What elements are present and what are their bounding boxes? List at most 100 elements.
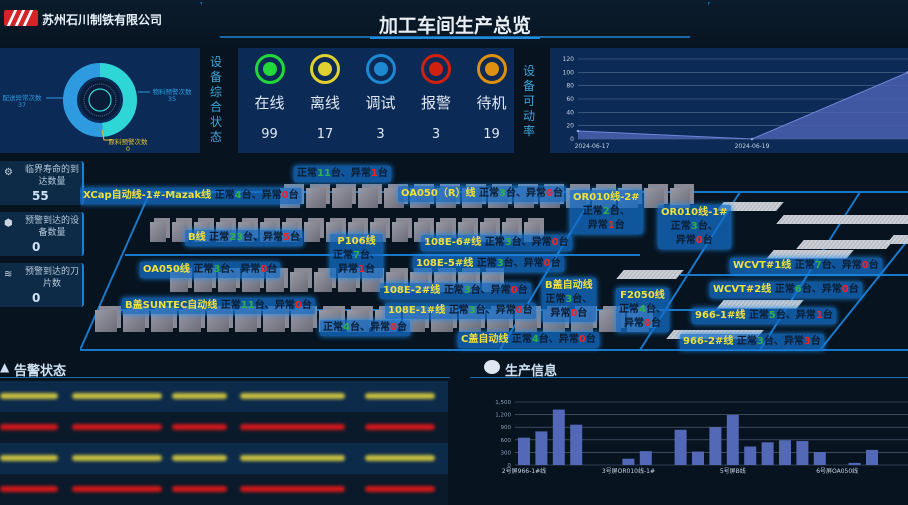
- line-status-tag[interactable]: 108E-6#线 正常3台、异常0台: [421, 235, 572, 251]
- y-tick-label: 1,200: [495, 413, 511, 419]
- line-status-tag[interactable]: F2050线 正常4台、 异常0台: [616, 288, 669, 332]
- kpi-card: ≋ 预警到达的刀片数 0: [0, 263, 84, 307]
- bar[interactable]: [622, 458, 635, 465]
- line-status-tag[interactable]: B线 正常23台、异常5台: [185, 230, 303, 246]
- status-dot: [373, 62, 388, 76]
- alarm-row[interactable]: [0, 443, 448, 474]
- alarm-row[interactable]: [0, 412, 448, 443]
- status-indicator-icon: [254, 54, 285, 84]
- line-status-tag[interactable]: 108E-2#线 正常3台、异常0台: [380, 283, 531, 299]
- bar[interactable]: [796, 441, 809, 465]
- line-name: B线: [188, 232, 206, 243]
- donut-panel: 配送异常次数 37 物料预警次数 35 原料预警次数 0: [0, 48, 200, 153]
- normal-word: 正常: [619, 304, 639, 315]
- bar[interactable]: [709, 427, 722, 465]
- status-0[interactable]: 在线 99: [242, 54, 297, 142]
- line-status-tag[interactable]: WCVT#2线 正常6台、异常0台: [710, 282, 862, 298]
- unit-word: 台: [868, 260, 879, 271]
- production-title: 生产信息: [505, 364, 558, 379]
- abnormal-count: 5: [283, 232, 290, 243]
- bar[interactable]: [726, 415, 739, 465]
- y-tick-label: 1,500: [495, 400, 511, 406]
- line-status-tag[interactable]: OR010线-1# 正常3台、 异常0台: [658, 205, 731, 249]
- bar[interactable]: [552, 409, 565, 465]
- line-status-tag[interactable]: C盖自动线 正常4台、异常0台: [458, 332, 599, 348]
- machine-block: [150, 222, 166, 242]
- alarm-field: [365, 455, 435, 461]
- machine-block: [599, 310, 621, 332]
- line-status-tag[interactable]: 正常4台、异常0台: [320, 320, 410, 336]
- line-name: F2050线: [620, 290, 665, 301]
- line-status-tag[interactable]: B盖SUNTEC自动线 正常11台、异常0台: [122, 298, 315, 314]
- machine-block: [291, 310, 313, 332]
- normal-word: 正常: [774, 284, 795, 295]
- line-name: 108E-1#线: [388, 305, 446, 316]
- availability-section-label: 设备可动率: [522, 64, 535, 138]
- normal-word: 正常: [448, 305, 469, 316]
- status-2[interactable]: 调试 3: [353, 54, 408, 142]
- abnormal-count: 0: [695, 235, 703, 246]
- alarm-field: [172, 455, 227, 461]
- bar[interactable]: [779, 440, 791, 465]
- normal-count: 3: [213, 264, 221, 275]
- line-status-tag[interactable]: XCap自动线-1#-Mazak线 正常4台、异常0台: [80, 188, 302, 204]
- abnormal-word: 台、异常: [503, 258, 544, 269]
- donut-label: 物料预警次数: [153, 87, 193, 96]
- abnormal-count: 0: [294, 300, 302, 311]
- line-status-tag[interactable]: 966-2#线 正常3台、异常3台: [680, 334, 824, 350]
- abnormal-word: 台、异常: [470, 285, 511, 296]
- machine-block: [392, 222, 408, 242]
- alarm-row[interactable]: [0, 474, 448, 505]
- line-status-tag[interactable]: 108E-5#线 正常3台、异常0台: [413, 256, 564, 272]
- bar[interactable]: [639, 451, 652, 465]
- normal-count: 3: [468, 305, 476, 316]
- line-status-tag[interactable]: OA050线 正常3台、异常0台: [140, 262, 281, 278]
- abnormal-count: 1: [607, 220, 615, 231]
- line-status-tag[interactable]: OR010线-2# 正常2台、 异常1台: [570, 190, 643, 234]
- bar[interactable]: [744, 446, 757, 465]
- line-status-tag[interactable]: 966-1#线 正常5台、异常1台: [692, 308, 836, 324]
- status-value: 19: [483, 127, 500, 142]
- line-status-tag[interactable]: B盖自动线 正常3台、 异常0台: [542, 278, 596, 322]
- bar[interactable]: [692, 451, 704, 465]
- status-4[interactable]: 待机 19: [464, 54, 519, 142]
- status-1[interactable]: 离线 17: [298, 54, 353, 142]
- alarm-panel: ▲ 告警状态: [0, 356, 452, 505]
- bar[interactable]: [761, 442, 774, 465]
- abnormal-count: 0: [510, 285, 518, 296]
- normal-count: 11: [240, 300, 255, 311]
- line-status-tag[interactable]: P106线 正常7台、 异常1台: [330, 234, 383, 278]
- line-status-tag[interactable]: 正常11台、异常1台: [294, 166, 391, 182]
- line-status-tag[interactable]: 108E-1#线 正常3台、异常0台: [385, 303, 536, 319]
- unit-word: 台: [290, 232, 300, 243]
- status-label: 在线: [254, 94, 285, 112]
- machine-block: [290, 272, 308, 292]
- normal-count: 3: [504, 237, 512, 248]
- alarm-field: [172, 393, 227, 399]
- status-3[interactable]: 报警 3: [409, 54, 464, 142]
- line-status-tag[interactable]: OA050（R）线 正常3台、异常0台: [398, 186, 566, 202]
- machine-block: [172, 222, 188, 242]
- header: 苏州石川制铁有限公司 加工车间生产总览: [0, 0, 908, 44]
- bar[interactable]: [848, 462, 861, 465]
- line-status-tag[interactable]: WCVT#1线 正常7台、异常0台: [730, 258, 882, 274]
- normal-word: 正常: [214, 190, 235, 201]
- kpi-card: ⬢ 预警到达的设备数量 0: [0, 212, 84, 256]
- bar[interactable]: [570, 424, 583, 465]
- unit-word: 台: [267, 264, 278, 275]
- bar[interactable]: [518, 437, 530, 465]
- line-name: 966-2#线: [683, 336, 734, 347]
- bar[interactable]: [674, 429, 687, 465]
- unit-word: 台: [822, 310, 833, 321]
- machine-block: [314, 272, 332, 292]
- donut-label: 配送异常次数: [3, 93, 43, 102]
- alarm-list[interactable]: [0, 381, 450, 505]
- alarm-field: [172, 424, 227, 430]
- line-name: B盖自动线: [545, 280, 593, 291]
- alarm-row[interactable]: [0, 381, 448, 412]
- bar[interactable]: [866, 449, 878, 465]
- bar[interactable]: [535, 431, 548, 465]
- normal-count: 7: [814, 260, 822, 271]
- bar[interactable]: [813, 451, 826, 465]
